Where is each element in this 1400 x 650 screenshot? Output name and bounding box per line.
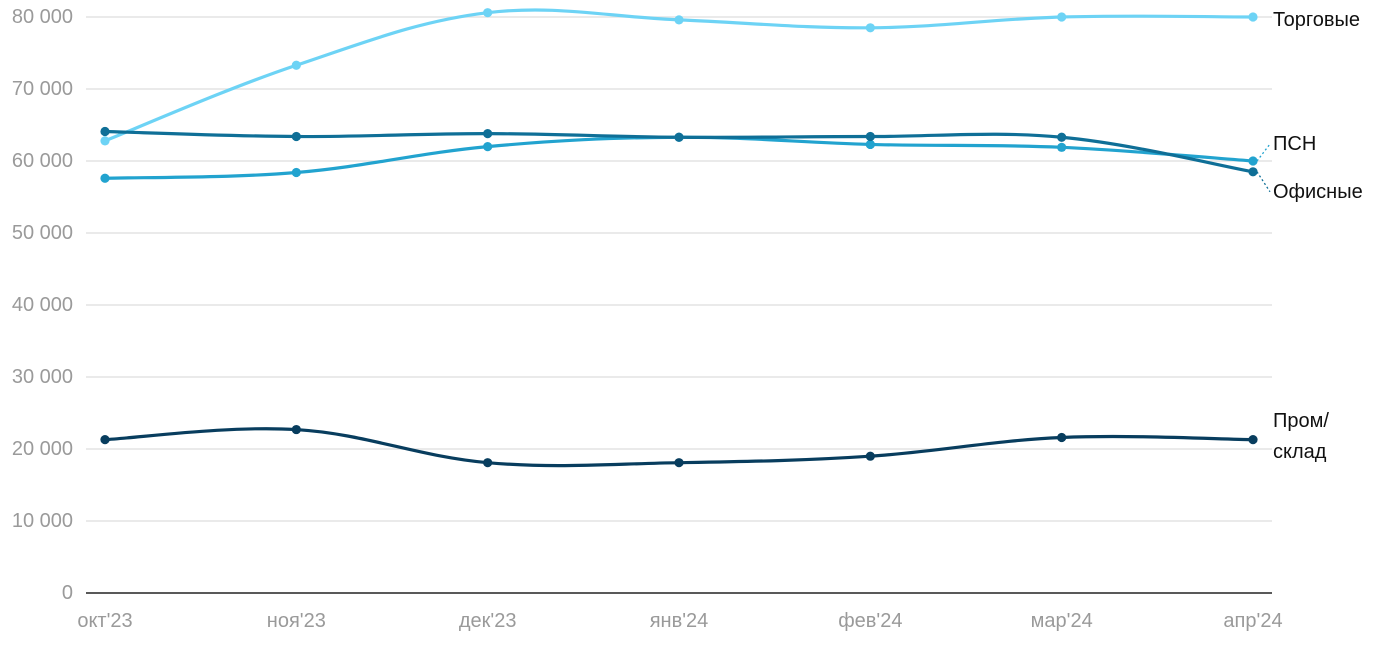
- data-point: [100, 136, 110, 146]
- grid-lines: [86, 16, 1272, 522]
- series-label-line: Пром/: [1273, 410, 1329, 432]
- x-tick-label: фев'24: [838, 610, 902, 632]
- data-point: [865, 139, 875, 150]
- data-point: [483, 142, 493, 152]
- data-point: [100, 435, 110, 445]
- y-tick-label: 0: [62, 582, 73, 604]
- data-point: [674, 132, 684, 142]
- data-point: [291, 424, 301, 435]
- x-tick-label: мар'24: [1031, 610, 1093, 632]
- y-tick-label: 40 000: [12, 294, 73, 316]
- series-labels: Торговые ПСН Офисные Пром/склад: [1256, 9, 1363, 463]
- label-leader-line: [1256, 171, 1271, 193]
- x-tick-label: окт'23: [77, 610, 132, 632]
- data-point: [291, 167, 301, 178]
- x-tick-label: ноя'23: [267, 610, 326, 632]
- series-label-line: склад: [1273, 441, 1327, 463]
- series-label-line: Офисные: [1273, 181, 1363, 203]
- y-tick-label: 20 000: [12, 438, 73, 460]
- data-point: [1248, 12, 1258, 22]
- series-label-line: Торговые: [1273, 9, 1360, 31]
- y-tick-label: 30 000: [12, 366, 73, 388]
- data-point: [1248, 167, 1258, 177]
- data-point: [1057, 12, 1067, 22]
- data-point: [291, 131, 301, 142]
- x-axis-ticks: окт'23 ноя'23 дек'23 янв'24 фев'24 мар'24 апр'…: [77, 610, 1282, 632]
- y-tick-label: 70 000: [12, 78, 73, 100]
- y-tick-label: 50 000: [12, 222, 73, 244]
- data-point: [1248, 156, 1258, 166]
- data-point: [291, 60, 301, 70]
- data-point: [865, 131, 875, 142]
- x-tick-label: янв'24: [650, 610, 709, 632]
- series-points: [100, 8, 1258, 468]
- x-tick-label: апр'24: [1223, 610, 1282, 632]
- data-point: [483, 8, 493, 18]
- data-point: [483, 129, 493, 139]
- series-line-1: [103, 135, 1255, 180]
- data-point: [1248, 435, 1258, 445]
- series-label: Торговые: [1273, 9, 1360, 31]
- series-label: Пром/склад: [1273, 410, 1329, 463]
- series-label: Офисные: [1273, 181, 1363, 203]
- series-line-0: [103, 8, 1255, 143]
- series-label: ПСН: [1273, 133, 1316, 155]
- y-tick-label: 80 000: [12, 6, 73, 28]
- x-tick-label: дек'23: [459, 610, 517, 632]
- data-point: [100, 126, 110, 137]
- data-point: [1057, 432, 1067, 443]
- data-point: [674, 15, 684, 25]
- series-lines: [103, 8, 1255, 468]
- data-point: [1057, 132, 1067, 142]
- data-point: [865, 451, 875, 461]
- data-point: [1057, 142, 1067, 152]
- y-tick-label: 60 000: [12, 150, 73, 172]
- y-tick-label: 10 000: [12, 510, 73, 532]
- y-axis-ticks: 0 10 000 20 000 30 000 40 000 50 000 60 000 70 …: [12, 6, 73, 604]
- data-point: [865, 23, 875, 33]
- series-label-line: ПСН: [1273, 133, 1316, 155]
- data-point: [100, 173, 110, 183]
- data-point: [483, 458, 493, 468]
- data-point: [674, 458, 684, 468]
- label-leader-line: [1256, 143, 1271, 162]
